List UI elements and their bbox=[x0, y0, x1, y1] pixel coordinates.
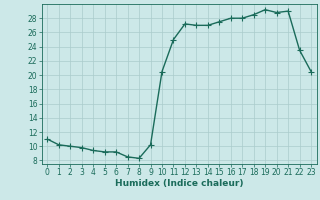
X-axis label: Humidex (Indice chaleur): Humidex (Indice chaleur) bbox=[115, 179, 244, 188]
